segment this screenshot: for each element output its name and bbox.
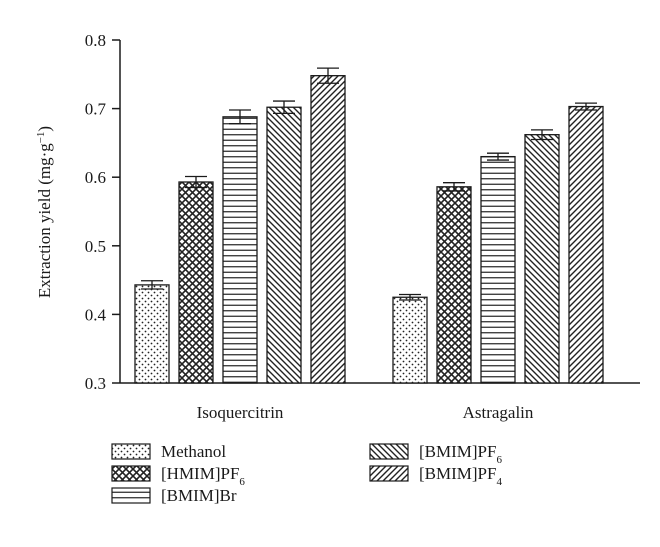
bar-isoquercitrin-series-1 [134,284,170,384]
legend-swatch [111,465,151,482]
bar-isoquercitrin-series-3 [222,116,258,384]
y-tick-label: 0.8 [85,31,106,50]
legend-label: [BMIM]Br [161,486,237,505]
legend-label-name: Methanol [161,442,226,461]
legend-label-name: [BMIM]PF [419,464,496,483]
legend-swatch [369,443,409,460]
bar-astragalin-series-5 [568,105,604,384]
x-axis: Isoquercitrin Astragalin [120,382,640,422]
legend-label-name: [HMIM]PF [161,464,239,483]
legend-label-name: [BMIM]PF [419,442,496,461]
error-bars [141,67,597,301]
bar-astragalin-series-2 [436,186,472,384]
legend-label: Methanol [161,442,226,461]
legend-swatch [369,465,409,482]
y-axis-label-close: ) [35,126,54,132]
legend-label-subscript: 6 [239,476,245,488]
legend-label: [BMIM]PF6 [419,442,502,466]
legend-label: [HMIM]PF6 [161,464,245,488]
legend-swatch [111,443,151,460]
y-axis-label: Extraction yield (mg·g−1) [35,126,54,298]
y-tick-label: 0.5 [85,237,106,256]
y-axis-label-text: Extraction yield (mg·g [35,143,54,298]
legend-label-subscript: 6 [496,454,502,466]
bar-isoquercitrin-series-2 [178,181,214,384]
y-tick-label: 0.3 [85,374,106,393]
bar-astragalin-series-4 [524,134,560,384]
bar-isoquercitrin-series-4 [266,106,302,384]
y-tick-label: 0.7 [85,100,107,119]
legend-swatch [111,487,151,504]
bar-astragalin-series-1 [392,296,428,384]
bar-astragalin-series-3 [480,155,516,384]
bar-isoquercitrin-series-5 [310,75,346,384]
category-label-astragalin: Astragalin [463,403,534,422]
y-tick-label: 0.4 [85,305,107,324]
y-axis-label-superscript: −1 [35,132,47,144]
legend-label-subscript: 4 [496,476,502,488]
category-label-isoquercitrin: Isoquercitrin [197,403,284,422]
y-axis: 0.3 0.4 0.5 0.6 0.7 0.8 [85,31,121,393]
bars [134,75,604,384]
x-ticks: Isoquercitrin Astragalin [197,403,534,422]
y-tick-label: 0.6 [85,168,106,187]
legend-label: [BMIM]PF4 [419,464,502,488]
y-ticks: 0.3 0.4 0.5 0.6 0.7 0.8 [85,31,120,393]
legend-label-name: [BMIM]Br [161,486,237,505]
legend: Methanol[HMIM]PF6[BMIM]Br[BMIM]PF6[BMIM]… [111,442,502,505]
